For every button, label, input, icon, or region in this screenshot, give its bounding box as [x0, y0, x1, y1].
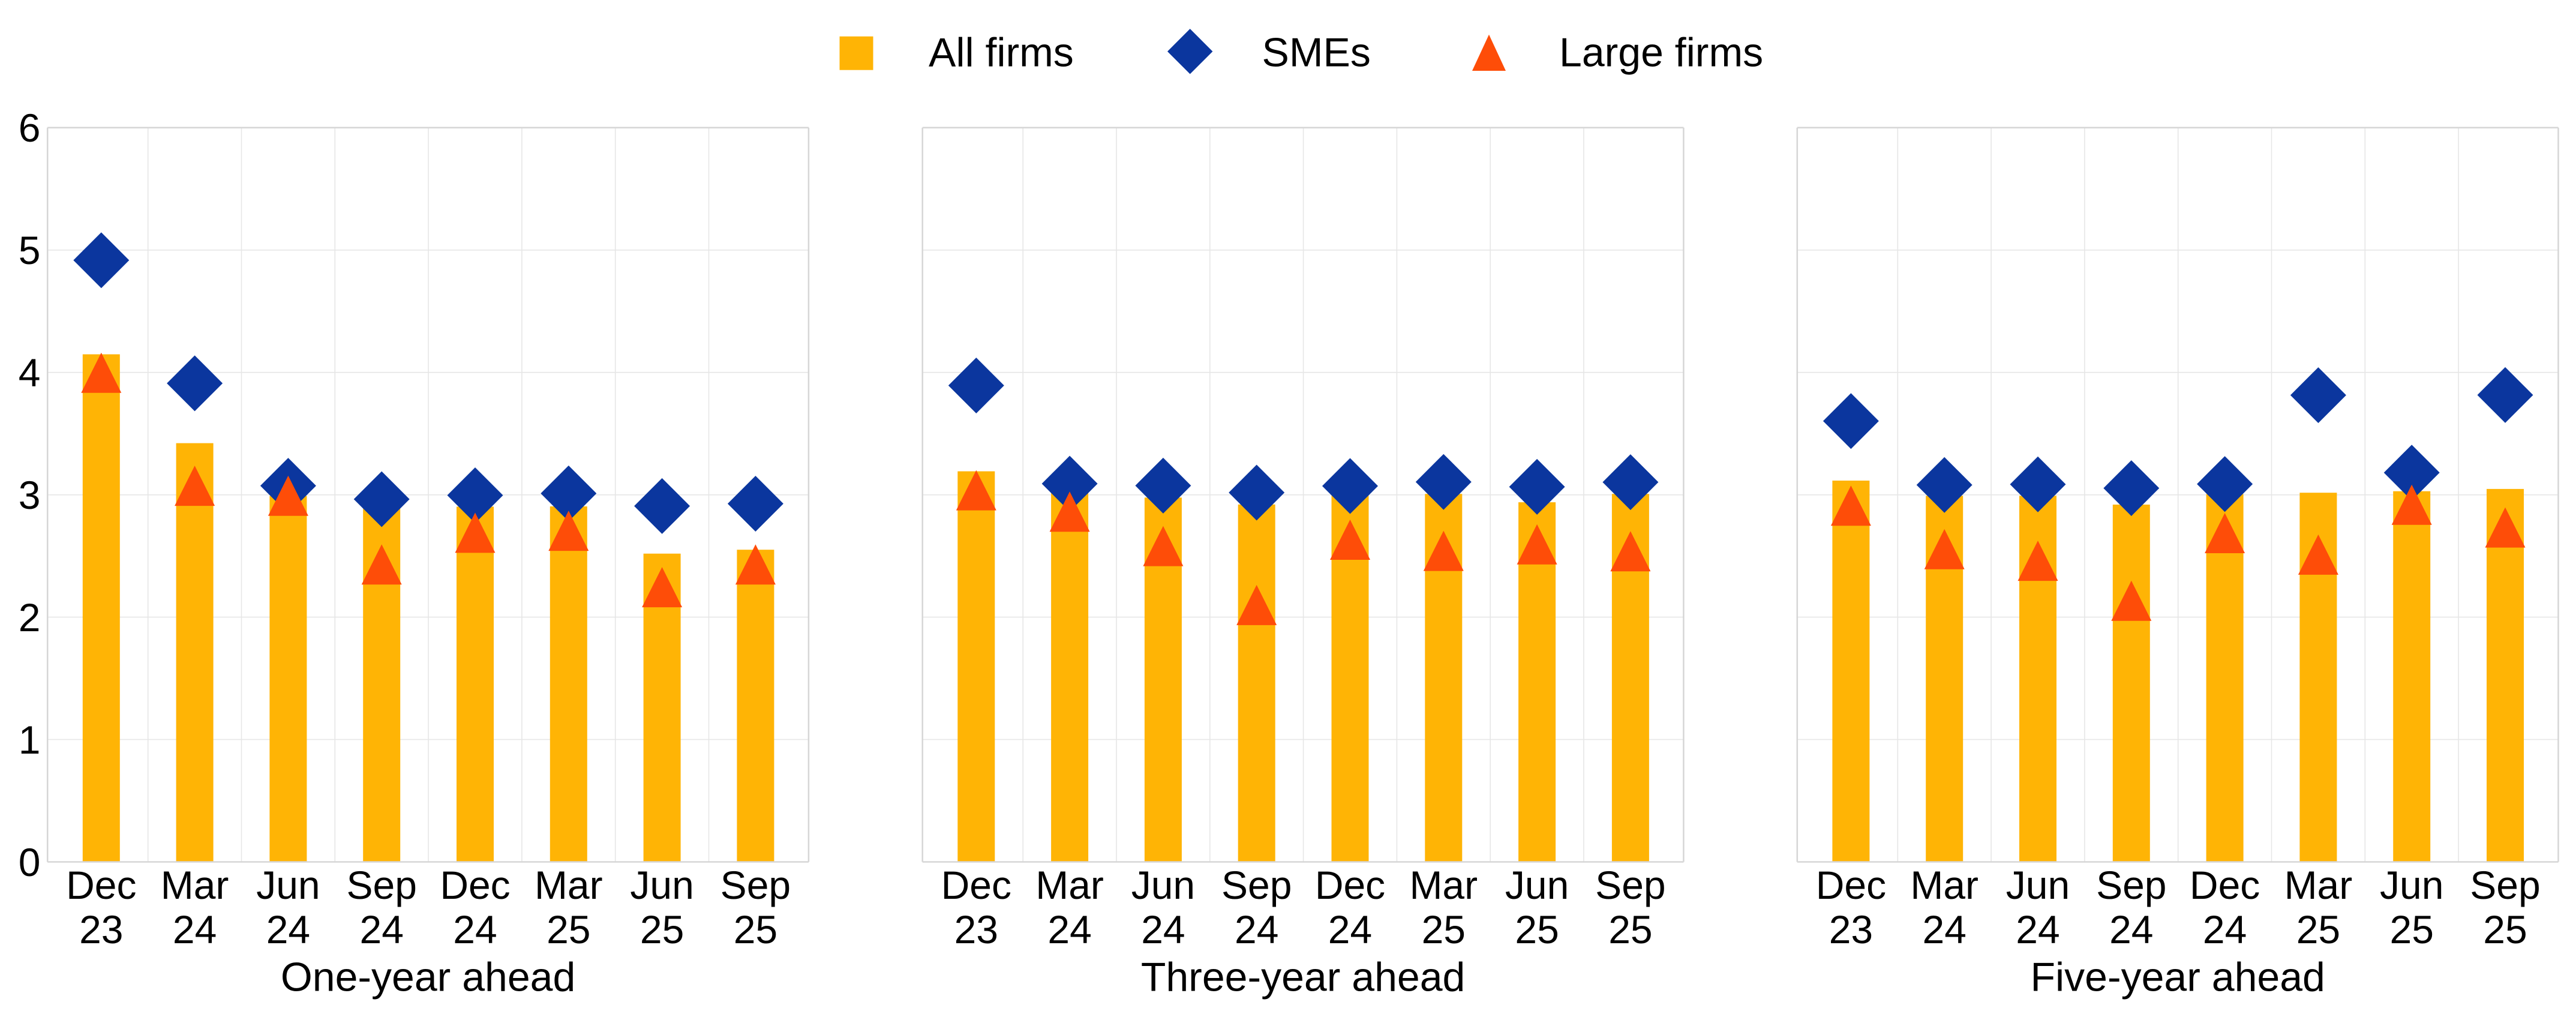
svg-text:Mar: Mar [1910, 863, 1978, 907]
svg-text:24: 24 [1328, 907, 1372, 952]
svg-text:3: 3 [19, 473, 41, 517]
svg-text:Sep: Sep [720, 863, 791, 907]
svg-text:One-year ahead: One-year ahead [281, 955, 575, 1000]
svg-text:Five-year ahead: Five-year ahead [2031, 955, 2325, 1000]
svg-text:24: 24 [453, 907, 497, 952]
svg-text:5: 5 [19, 228, 41, 272]
svg-text:Dec: Dec [1816, 863, 1886, 907]
svg-text:4: 4 [19, 350, 41, 395]
svg-text:Sep: Sep [346, 863, 416, 907]
svg-text:24: 24 [2109, 907, 2153, 952]
svg-text:24: 24 [1922, 907, 1966, 952]
svg-text:Jun: Jun [2006, 863, 2070, 907]
svg-text:Jun: Jun [1505, 863, 1569, 907]
svg-text:24: 24 [2203, 907, 2247, 952]
svg-text:Jun: Jun [630, 863, 693, 907]
svg-text:Jun: Jun [256, 863, 320, 907]
svg-text:SMEs: SMEs [1262, 30, 1371, 76]
svg-text:25: 25 [734, 907, 777, 952]
svg-text:Jun: Jun [1131, 863, 1195, 907]
svg-text:Mar: Mar [2284, 863, 2353, 907]
svg-text:25: 25 [1422, 907, 1466, 952]
svg-text:Sep: Sep [1595, 863, 1665, 907]
svg-text:Mar: Mar [161, 863, 229, 907]
svg-text:Mar: Mar [1035, 863, 1104, 907]
svg-text:24: 24 [359, 907, 403, 952]
svg-text:25: 25 [547, 907, 590, 952]
svg-text:2: 2 [19, 595, 41, 640]
svg-text:Sep: Sep [2470, 863, 2540, 907]
svg-text:Mar: Mar [535, 863, 603, 907]
svg-text:Dec: Dec [2190, 863, 2260, 907]
svg-text:Dec: Dec [440, 863, 510, 907]
svg-text:23: 23 [1829, 907, 1873, 952]
svg-text:Dec: Dec [941, 863, 1011, 907]
svg-text:24: 24 [2016, 907, 2059, 952]
svg-text:0: 0 [19, 840, 41, 884]
svg-text:Dec: Dec [1315, 863, 1385, 907]
svg-text:Large firms: Large firms [1559, 30, 1763, 76]
svg-text:25: 25 [2296, 907, 2340, 952]
svg-text:24: 24 [173, 907, 217, 952]
svg-text:23: 23 [954, 907, 998, 952]
svg-text:24: 24 [1235, 907, 1278, 952]
svg-text:6: 6 [19, 106, 41, 150]
svg-text:24: 24 [1047, 907, 1091, 952]
svg-text:Dec: Dec [66, 863, 136, 907]
svg-text:25: 25 [1608, 907, 1652, 952]
svg-text:Sep: Sep [1221, 863, 1292, 907]
svg-text:25: 25 [2483, 907, 2527, 952]
svg-text:Sep: Sep [2096, 863, 2166, 907]
svg-text:1: 1 [19, 718, 41, 762]
svg-text:Three-year ahead: Three-year ahead [1141, 955, 1466, 1000]
svg-text:25: 25 [1515, 907, 1559, 952]
svg-text:Mar: Mar [1409, 863, 1478, 907]
svg-text:25: 25 [2389, 907, 2433, 952]
svg-text:25: 25 [640, 907, 684, 952]
svg-text:24: 24 [266, 907, 310, 952]
svg-text:24: 24 [1141, 907, 1185, 952]
svg-text:Jun: Jun [2380, 863, 2443, 907]
svg-text:All firms: All firms [929, 30, 1074, 76]
svg-text:23: 23 [79, 907, 123, 952]
